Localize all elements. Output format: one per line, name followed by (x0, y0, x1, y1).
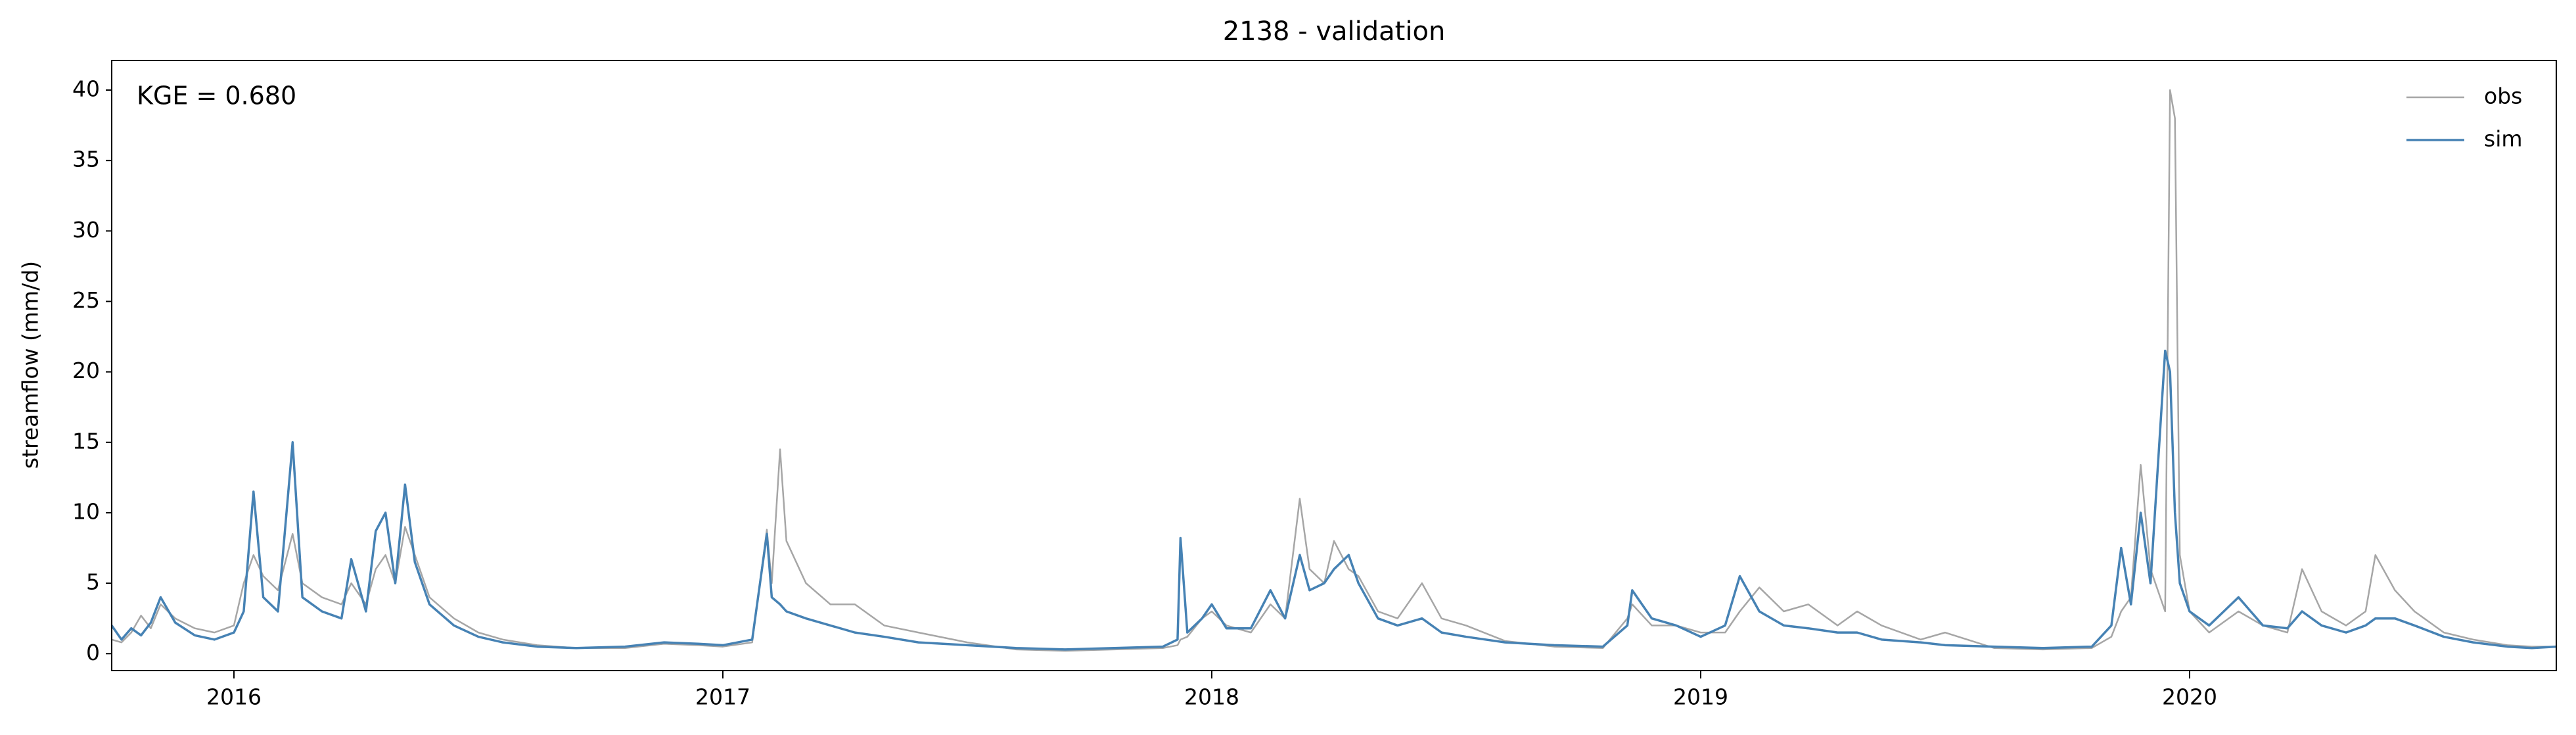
legend-label: obs (2484, 83, 2522, 109)
y-tick-label: 40 (72, 76, 100, 102)
x-tick-label: 2017 (695, 684, 750, 710)
series-line (112, 89, 2556, 652)
y-tick-label: 0 (86, 640, 100, 665)
y-tick-label: 20 (72, 358, 100, 383)
y-tick-label: 30 (72, 217, 100, 243)
plot-frame (111, 60, 2557, 671)
y-tick-label: 35 (72, 147, 100, 172)
y-tick-label: 15 (72, 428, 100, 454)
x-tick-label: 2020 (2162, 684, 2217, 710)
annotation: KGE = 0.680 (137, 82, 296, 110)
x-tick-label: 2018 (1184, 684, 1239, 710)
x-tick-label: 2016 (206, 684, 262, 710)
x-tick-label: 2019 (1673, 684, 1728, 710)
legend-label: sim (2484, 126, 2523, 152)
chart-title: 2138 - validation (1223, 16, 1446, 47)
y-tick-label: 25 (72, 287, 100, 313)
y-tick-label: 10 (72, 498, 100, 524)
y-tick-label: 5 (86, 569, 100, 595)
y-axis-label: streamflow (mm/d) (18, 261, 43, 469)
series-line (112, 349, 2556, 651)
